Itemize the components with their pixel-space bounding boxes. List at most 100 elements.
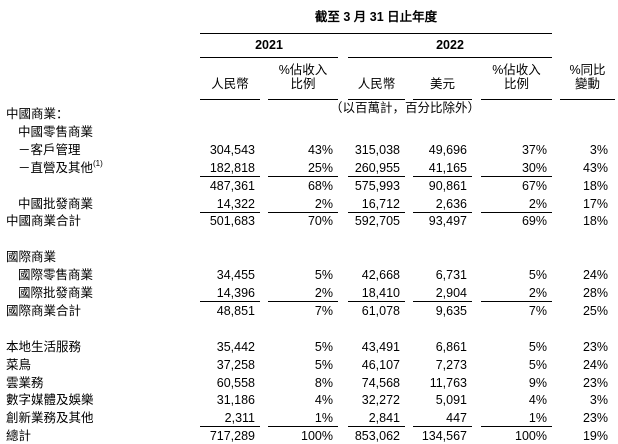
value-cell: 90,861 [428,178,467,193]
value-cell [481,105,552,122]
value-cell [268,105,338,122]
table-row: 國際批發商業 14,396 2% 18,410 2,904 2% 28% [0,284,618,302]
column-header: 人民幣 [348,63,405,91]
value-cell: 5% [528,357,547,372]
value-cell: 2% [481,284,552,302]
value-cell: 24% [582,357,608,372]
row-label-text: －直營及其他 [18,160,94,175]
year-2022-header: 2022 [436,38,464,52]
column-header-rule [481,99,552,100]
units-note: （以百萬計，百分比除外） [330,101,481,115]
value-cell: 49,696 [428,142,467,157]
value-cell: 3% [589,142,608,157]
value-cell: 93,497 [428,214,467,229]
table-row: 中國批發商業 14,322 2% 16,712 2,636 2% 17% [0,195,618,213]
value-cell [348,105,405,122]
value-cell: 3% [589,393,608,408]
value-cell: 182,818 [200,159,260,177]
column-header: 人民幣 [200,63,260,91]
value-cell [413,230,472,247]
value-cell [200,230,260,247]
value-cell: 43% [582,160,608,175]
column-header-rule [348,99,405,100]
value-cell [560,320,615,337]
value-cell: 2% [268,195,338,213]
row-label-text: 中國零售商業 [18,124,94,139]
row-label: 國際商業合計 [6,302,81,320]
column-header-line2: 比例 [290,77,316,91]
value-cell: 2,636 [413,195,472,213]
table-row: 國際零售商業 34,455 5% 42,668 6,731 5% 24% [0,266,618,284]
column-header-line2: 美元 [429,77,455,91]
value-cell [200,248,260,265]
value-cell: 1% [481,409,552,428]
row-label-text: 創新業務及其他 [6,411,94,426]
value-cell: 501,683 [209,214,255,229]
value-cell: 24% [582,268,608,283]
value-cell: 19% [582,429,608,444]
column-header-line1: %佔收入 [492,63,541,77]
value-cell: 74,568 [361,375,400,390]
value-cell: 43% [307,142,333,157]
value-cell: 4% [528,393,547,408]
table-row: －客戶管理 304,543 43% 315,038 49,696 37% 3% [0,141,618,159]
value-cell: 67% [521,178,547,193]
value-cell [268,320,338,337]
table-row: －直營及其他(1) 182,818 25% 260,955 41,165 30% 43% [0,159,618,177]
year-2021-rule [200,57,338,58]
value-cell: 5% [314,268,333,283]
value-cell: 14,396 [200,284,260,302]
value-cell: 25% [582,303,608,318]
column-header-line2: 變動 [574,77,600,91]
value-cell [200,123,260,140]
value-cell: 487,361 [209,178,255,193]
table-row: 菜鳥 37,258 5% 46,107 7,273 5% 24% [0,356,618,374]
row-label: 國際商業 [6,248,56,266]
value-cell: 100% [481,427,552,444]
value-cell: 260,955 [348,159,405,177]
value-cell: 31,186 [216,393,255,408]
value-cell [200,105,260,122]
value-cell [348,320,405,337]
value-cell [348,123,405,140]
value-cell: 5% [528,268,547,283]
value-cell: 2,841 [348,409,405,428]
row-label: 中國零售商業 [18,123,93,141]
row-label: 菜鳥 [6,356,31,374]
row-label-text: 數字媒體及娛樂 [6,393,94,408]
value-cell: 2,904 [413,284,472,302]
value-cell: 23% [582,411,608,426]
row-label: 國際零售商業 [18,266,93,284]
value-cell: 14,322 [200,195,260,213]
row-label: 雲業務 [6,374,44,392]
value-cell: 68% [307,178,333,193]
value-cell [268,248,338,265]
value-cell: 9% [528,375,547,390]
value-cell: 4% [314,393,333,408]
value-cell [560,123,615,140]
row-label: 中國批發商業 [18,195,93,213]
column-header-line2: 人民幣 [357,77,396,91]
value-cell: 11,763 [429,375,467,390]
column-header-rule [200,99,260,100]
value-cell: 46,107 [361,357,400,372]
value-cell: 100% [268,427,338,444]
value-cell: 6,731 [435,268,467,283]
column-header-rule [560,99,615,100]
table-row: 國際商業 [0,248,618,266]
value-cell [560,105,615,122]
value-cell: 5,091 [435,393,467,408]
table-row [0,230,618,248]
row-label: 數字媒體及娛樂 [6,391,94,409]
row-label: 中國商業合計 [6,212,81,230]
column-header-rule [413,99,472,100]
value-cell: 2% [481,195,552,213]
value-cell: 7% [528,303,547,318]
value-cell: 37% [521,142,547,157]
column-header-rule [268,99,338,100]
column-header-line1 [413,63,472,77]
value-cell [200,320,260,337]
value-cell: 43,491 [361,339,400,354]
value-cell [413,123,472,140]
table-row: 中國商業合計 501,683 70% 592,705 93,497 69% 18% [0,212,618,230]
